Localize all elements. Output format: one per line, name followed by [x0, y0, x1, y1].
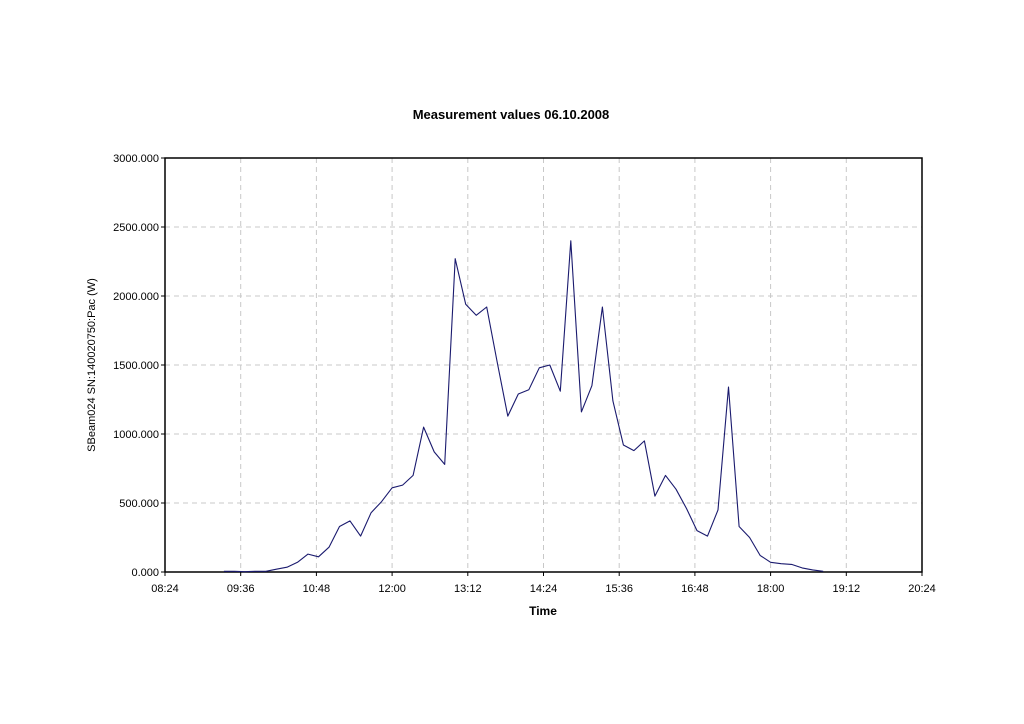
x-tick-label: 15:36 — [605, 583, 633, 595]
x-tick-label: 14:24 — [530, 583, 558, 595]
x-tick-label: 08:24 — [151, 583, 179, 595]
y-tick-label: 2000.000 — [113, 291, 159, 303]
y-axis-label: SBeam024 SN:140020750:Pac (W) — [86, 278, 98, 452]
y-tick-label: 500.000 — [119, 498, 159, 510]
y-tick-labels: 0.000 500.000 1000.000 1500.000 2000.000 2500… — [113, 153, 165, 579]
x-tick-label: 18:00 — [757, 583, 785, 595]
y-tick-label: 1500.000 — [113, 360, 159, 372]
y-tick-label: 2500.000 — [113, 222, 159, 234]
chart-title: Measurement values 06.10.2008 — [413, 107, 610, 122]
x-tick-labels: 08:24 09:36 10:48 12:00 13:12 14:24 15:36 16:48… — [151, 572, 936, 595]
x-tick-label: 12:00 — [378, 583, 406, 595]
series-line — [223, 240, 824, 573]
x-tick-label: 20:24 — [908, 583, 936, 595]
x-tick-label: 16:48 — [681, 583, 709, 595]
x-tick-label: 19:12 — [833, 583, 861, 595]
y-tick-label: 0.000 — [131, 567, 159, 579]
x-tick-label: 13:12 — [454, 583, 482, 595]
y-tick-label: 1000.000 — [113, 429, 159, 441]
x-tick-label: 09:36 — [227, 583, 255, 595]
y-tick-label: 3000.000 — [113, 153, 159, 165]
grid — [165, 158, 922, 572]
x-axis-label: Time — [529, 604, 557, 618]
x-tick-label: 10:48 — [303, 583, 331, 595]
